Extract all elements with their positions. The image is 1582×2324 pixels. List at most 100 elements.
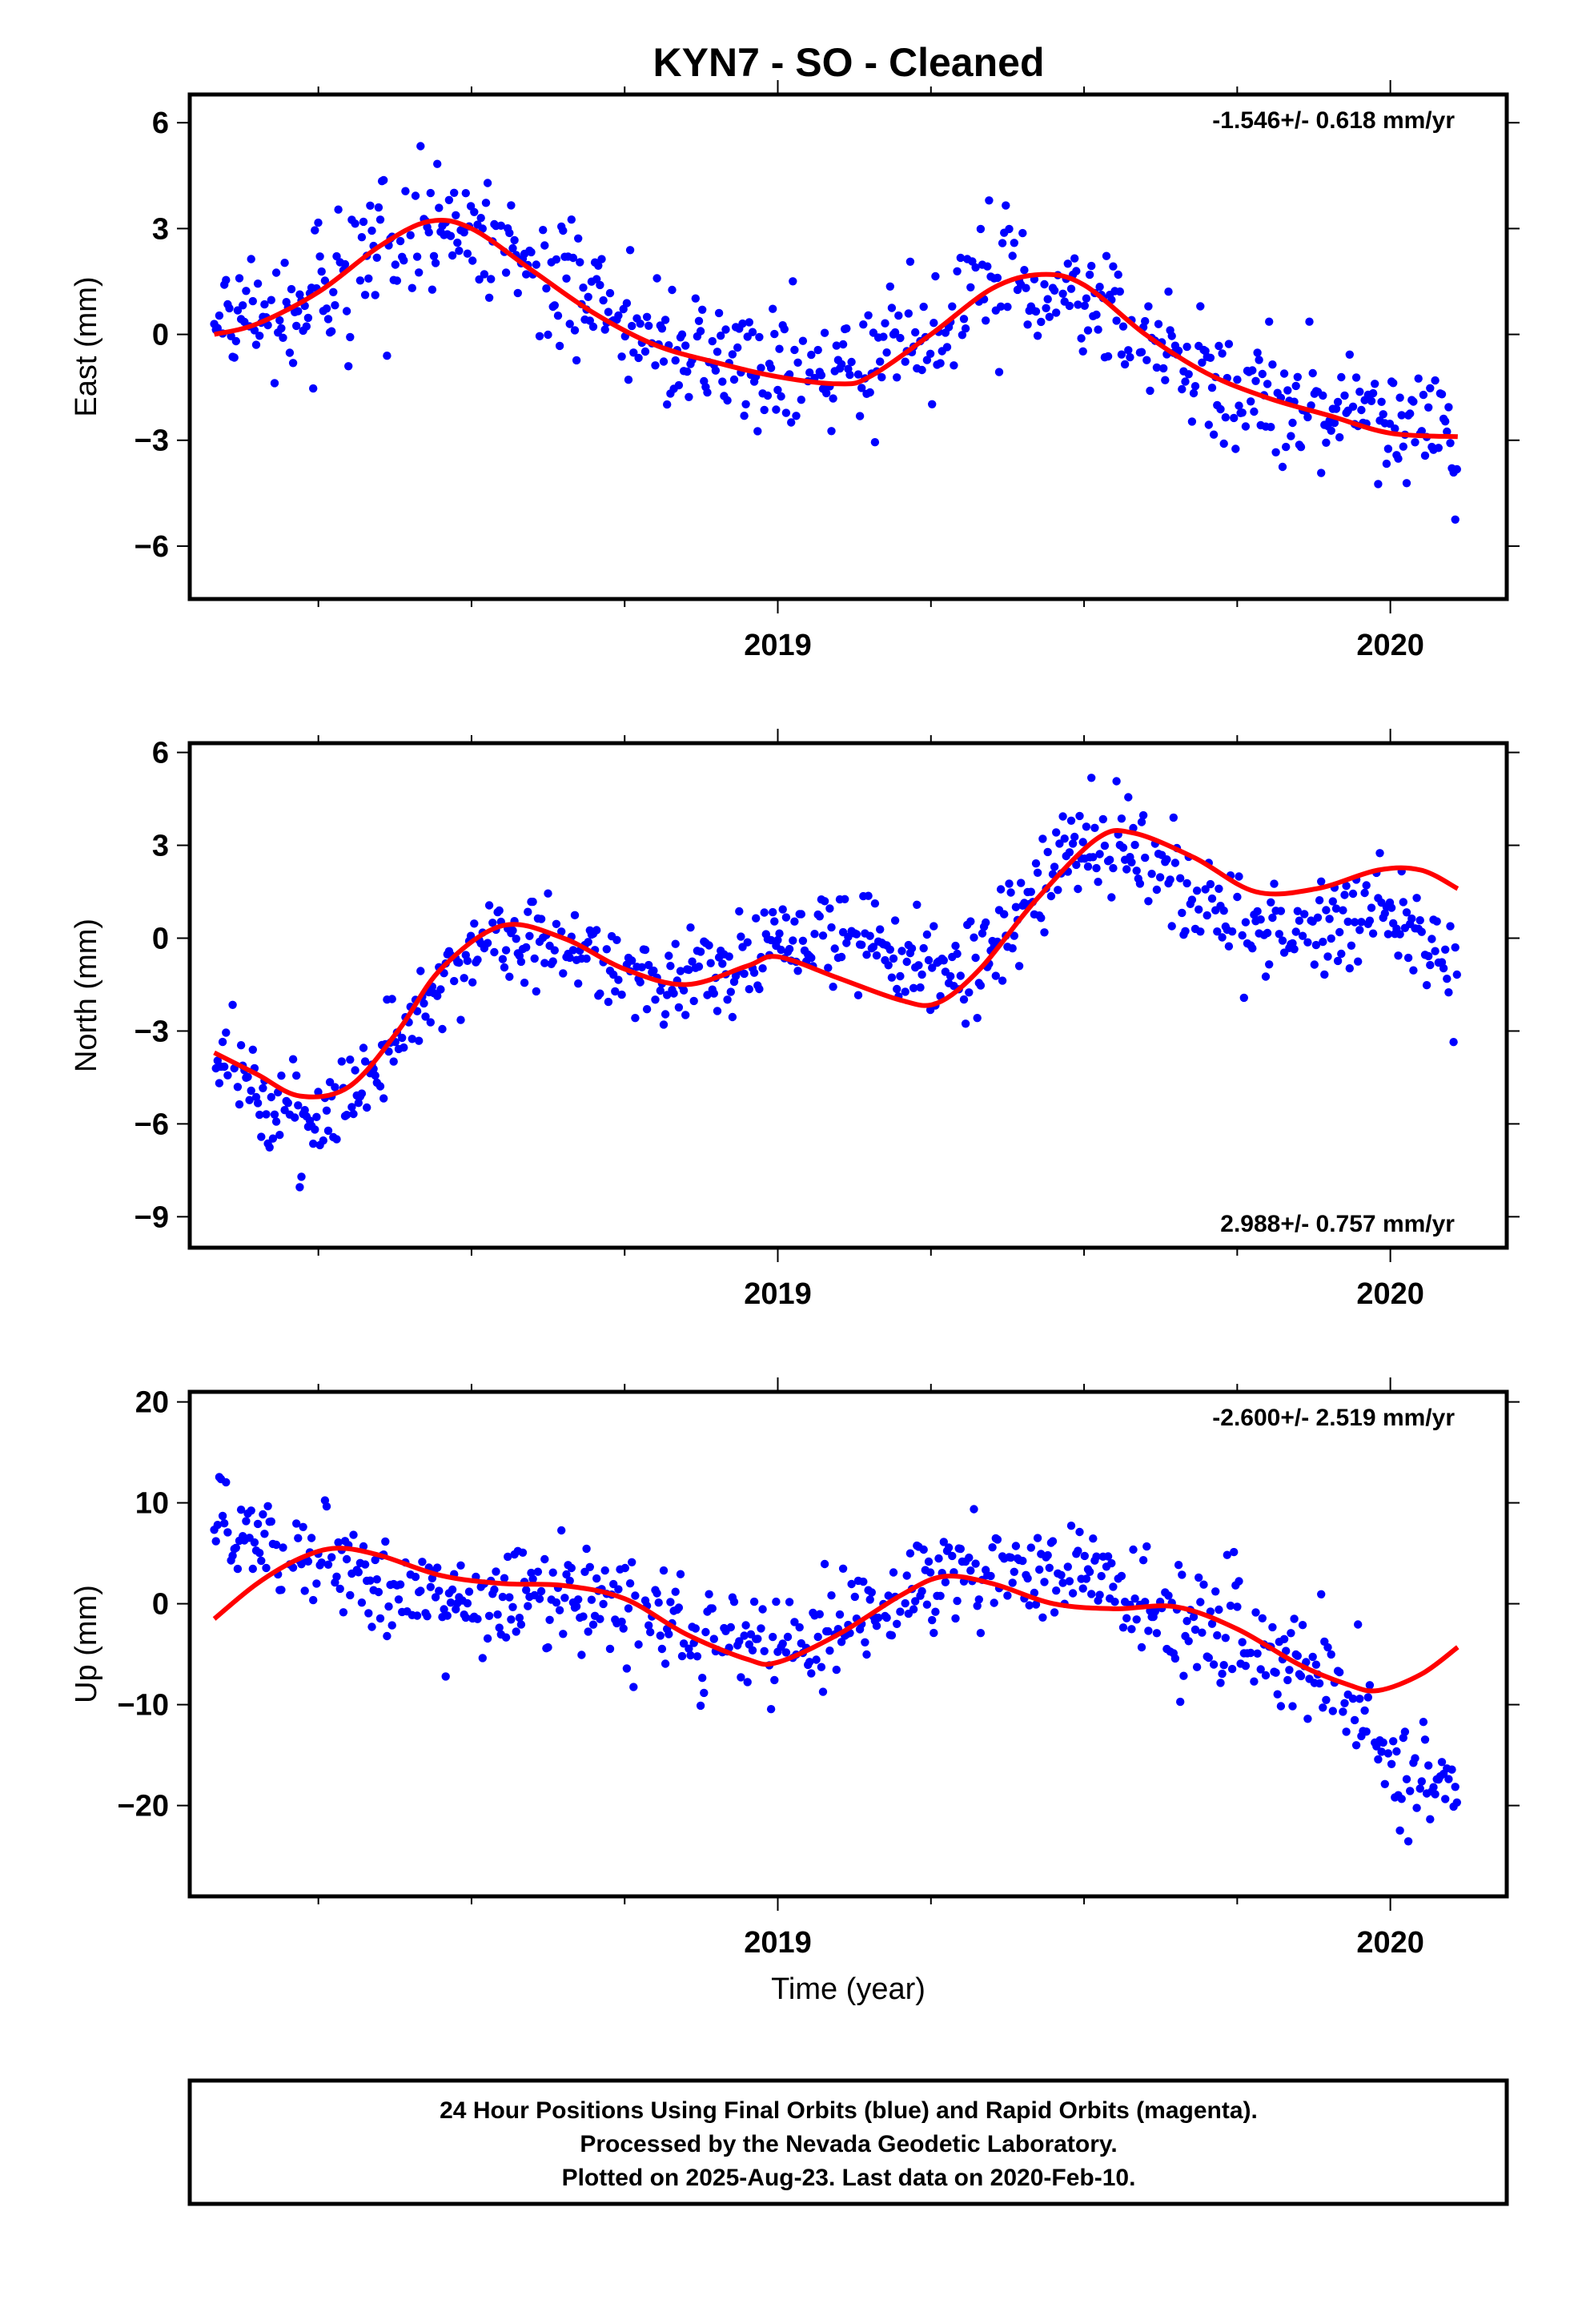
data-point bbox=[651, 995, 660, 1004]
data-point bbox=[1043, 1550, 1052, 1560]
data-point bbox=[1054, 886, 1062, 895]
data-point bbox=[973, 1602, 982, 1610]
data-point bbox=[1042, 304, 1050, 312]
data-point bbox=[820, 1559, 829, 1569]
data-point bbox=[507, 1615, 516, 1624]
data-point bbox=[577, 1651, 586, 1659]
data-point bbox=[1342, 1727, 1351, 1736]
data-point bbox=[1031, 307, 1041, 316]
data-point bbox=[737, 1673, 745, 1682]
data-point bbox=[588, 1620, 598, 1629]
data-point bbox=[998, 976, 1007, 985]
data-point bbox=[1452, 1798, 1462, 1807]
data-point bbox=[696, 947, 705, 956]
data-point bbox=[524, 1602, 532, 1610]
velocity-annotation: 2.988+/- 0.757 mm/yr bbox=[1220, 1211, 1455, 1237]
data-point bbox=[357, 1598, 367, 1607]
data-point bbox=[1117, 814, 1126, 823]
data-point bbox=[1250, 407, 1259, 416]
data-point bbox=[965, 988, 974, 997]
data-point bbox=[867, 1588, 877, 1597]
data-point bbox=[1278, 936, 1287, 945]
data-point bbox=[1239, 993, 1249, 1003]
data-point bbox=[728, 350, 737, 359]
data-point bbox=[555, 341, 564, 351]
data-point bbox=[339, 1608, 348, 1617]
data-point bbox=[510, 235, 519, 245]
data-point bbox=[468, 256, 477, 265]
data-point bbox=[555, 1606, 564, 1614]
data-point bbox=[1092, 310, 1101, 320]
data-point bbox=[901, 987, 909, 996]
data-point bbox=[500, 1574, 509, 1582]
data-point bbox=[461, 189, 470, 198]
data-point bbox=[942, 343, 952, 352]
data-point bbox=[253, 279, 263, 288]
data-point bbox=[683, 367, 692, 376]
data-point bbox=[1397, 1795, 1406, 1803]
data-point bbox=[398, 1033, 407, 1043]
data-point bbox=[815, 1610, 824, 1618]
data-point bbox=[412, 252, 422, 261]
data-point bbox=[1319, 937, 1327, 947]
data-point bbox=[1129, 1545, 1138, 1554]
data-point bbox=[825, 1647, 834, 1655]
data-point bbox=[657, 324, 667, 333]
data-point bbox=[1255, 356, 1263, 364]
data-point bbox=[490, 947, 499, 957]
data-point bbox=[1075, 1527, 1084, 1537]
data-point bbox=[1176, 874, 1185, 883]
data-point bbox=[312, 1112, 321, 1122]
data-points bbox=[210, 142, 1462, 524]
data-point bbox=[656, 986, 665, 995]
data-point bbox=[1265, 960, 1274, 969]
data-point bbox=[887, 973, 897, 982]
data-point bbox=[1400, 1727, 1410, 1736]
data-point bbox=[263, 320, 272, 330]
data-point bbox=[1389, 379, 1398, 388]
data-point bbox=[544, 1642, 552, 1652]
data-point bbox=[548, 957, 557, 966]
data-point bbox=[1122, 1614, 1131, 1622]
data-point bbox=[408, 283, 416, 292]
data-point bbox=[478, 224, 487, 233]
data-point bbox=[636, 978, 644, 987]
data-point bbox=[944, 1543, 954, 1552]
data-point bbox=[1187, 417, 1197, 426]
data-point bbox=[807, 953, 816, 963]
data-point bbox=[1402, 479, 1411, 488]
data-point bbox=[1141, 853, 1150, 862]
data-point bbox=[265, 1143, 274, 1152]
data-point bbox=[693, 1652, 702, 1661]
data-point bbox=[1441, 1795, 1450, 1803]
data-point bbox=[904, 309, 913, 318]
data-point bbox=[1206, 353, 1215, 362]
data-point bbox=[233, 1564, 243, 1574]
data-point bbox=[1227, 927, 1237, 936]
data-point bbox=[408, 1035, 416, 1043]
data-point bbox=[582, 954, 591, 963]
data-point bbox=[769, 304, 777, 313]
data-point bbox=[1138, 1556, 1148, 1565]
data-point bbox=[572, 356, 581, 365]
data-point bbox=[1117, 350, 1126, 359]
data-point bbox=[1167, 332, 1176, 340]
data-point bbox=[939, 1538, 949, 1546]
data-point bbox=[1227, 1664, 1237, 1674]
data-point bbox=[1317, 1590, 1326, 1599]
data-point bbox=[1218, 1669, 1227, 1679]
data-point bbox=[327, 1553, 336, 1562]
north-panel: 2019 2020 −9 −6 −3 0 3 6 North (mm) 2.988+/- 0.75… bbox=[70, 729, 1520, 1311]
data-point bbox=[1080, 301, 1090, 310]
data-point bbox=[532, 987, 540, 996]
data-point bbox=[1441, 417, 1450, 426]
data-point bbox=[852, 930, 861, 939]
data-point bbox=[260, 300, 269, 309]
data-point bbox=[1017, 879, 1026, 887]
data-point bbox=[1340, 1699, 1349, 1707]
data-point bbox=[1118, 843, 1128, 852]
data-point bbox=[1412, 1803, 1421, 1812]
data-point bbox=[1310, 960, 1319, 969]
data-point bbox=[597, 255, 606, 263]
data-point bbox=[585, 1562, 594, 1572]
